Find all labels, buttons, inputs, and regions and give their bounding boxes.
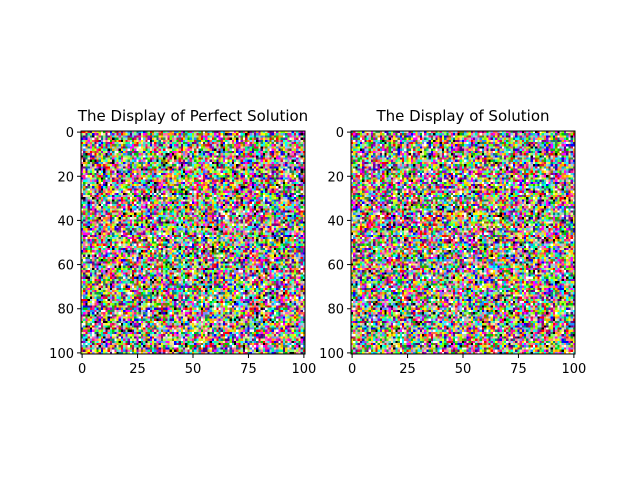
right-heatmap-image [351,131,575,354]
right-x-tick-label: 25 [399,362,416,377]
left-x-tick-label: 0 [78,362,86,377]
left-x-tick-label: 100 [291,362,316,377]
left-y-tick-label: 100 [49,347,74,362]
left-y-tick-label: 20 [57,170,74,185]
left-heatmap-panel: The Display of Perfect Solution 0 25 50 75 1… [49,107,316,377]
right-x-tick-label: 75 [510,362,527,377]
right-axis-ticks: 0 25 50 75 100 0 20 40 60 80 100 [319,126,586,377]
right-x-tick-label: 100 [561,362,586,377]
right-y-tick-label: 60 [327,259,344,274]
left-x-tick-label: 25 [129,362,146,377]
right-y-tick-label: 80 [327,303,344,318]
right-x-tick-label: 50 [455,362,472,377]
left-axis-ticks: 0 25 50 75 100 0 20 40 60 80 100 [49,126,316,377]
right-chart-title: The Display of Solution [375,107,549,125]
right-y-tick-label: 20 [327,170,344,185]
left-y-tick-label: 80 [57,303,74,318]
right-y-tick-label: 0 [336,126,344,141]
left-x-tick-label: 50 [185,362,202,377]
right-y-tick-label: 100 [319,347,344,362]
left-chart-title: The Display of Perfect Solution [77,107,308,125]
left-y-tick-label: 60 [57,259,74,274]
left-heatmap-image [81,131,305,354]
left-y-tick-label: 40 [57,214,74,229]
right-heatmap-panel: The Display of Solution 0 25 50 75 100 0 20 40 6… [319,107,586,377]
right-y-tick-label: 40 [327,214,344,229]
left-x-tick-label: 75 [240,362,257,377]
right-x-tick-label: 0 [348,362,356,377]
left-y-tick-label: 0 [66,126,74,141]
